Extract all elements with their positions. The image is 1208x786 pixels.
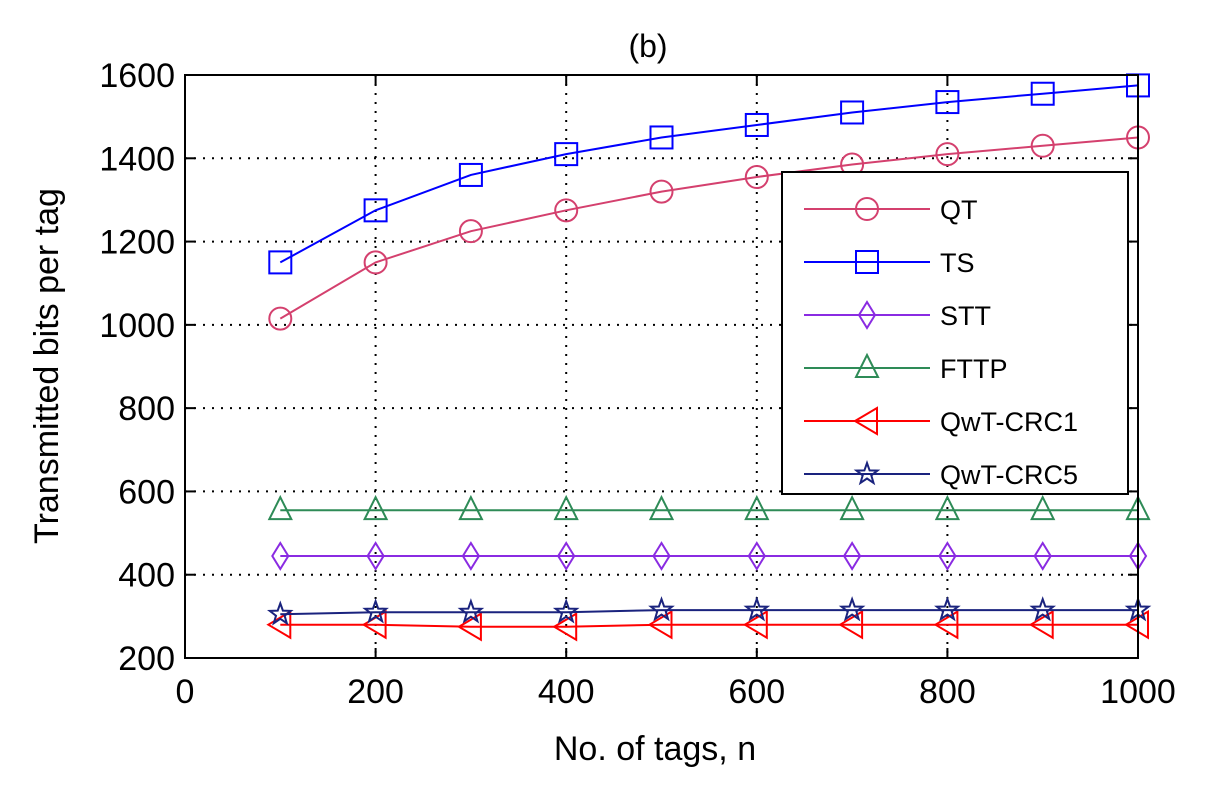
x-tick-label: 800	[919, 673, 976, 711]
plot-frame	[184, 74, 1139, 659]
data-point-qwt-crc5	[552, 598, 580, 624]
y-tick-label: 1000	[99, 307, 175, 345]
chart-title: (b)	[628, 28, 667, 64]
data-point-qwt-crc1	[647, 609, 673, 640]
data-point-stt	[652, 541, 671, 571]
data-point-fttp	[362, 494, 389, 521]
y-tick-label: 1200	[99, 224, 175, 262]
legend-label-ts: TS	[940, 248, 975, 278]
data-point-qwt-crc5	[362, 598, 389, 624]
data-point-ts	[554, 142, 579, 167]
data-point-qwt-crc5	[743, 596, 771, 622]
x-tick-label: 400	[538, 673, 595, 711]
x-axis-label: No. of tags, n	[554, 730, 756, 768]
legend-label-qt: QT	[940, 195, 978, 225]
data-point-stt	[557, 541, 576, 571]
data-point-qwt-crc1	[266, 609, 292, 640]
y-tick-label: 800	[118, 390, 175, 428]
series-qwt-crc5	[267, 596, 1152, 626]
series-qt	[268, 125, 1150, 331]
data-point-fttp	[1030, 494, 1056, 521]
data-point-ts	[458, 162, 483, 187]
series-fttp	[267, 494, 1151, 521]
y-axis-label: Transmitted bits per tag	[28, 188, 66, 544]
data-point-fttp	[839, 494, 865, 521]
data-point-ts	[935, 90, 960, 115]
data-point-fttp	[553, 494, 579, 521]
data-point-qt	[458, 219, 483, 244]
data-point-qt	[744, 165, 769, 190]
legend-marker-fttp	[854, 352, 880, 378]
data-point-qwt-crc1	[933, 609, 959, 640]
data-point-fttp	[458, 494, 484, 521]
data-point-qwt-crc1	[456, 612, 482, 642]
data-point-stt	[938, 541, 957, 571]
series-line-qt	[279, 136, 1139, 320]
data-point-fttp	[648, 494, 675, 521]
data-point-ts	[649, 125, 674, 150]
data-point-qwt-crc5	[457, 598, 485, 624]
legend-box	[781, 171, 1129, 495]
series-line-qwt-crc1	[280, 623, 1138, 628]
x-tick-label: 1000	[1100, 673, 1176, 711]
legend-marker-qt	[855, 197, 879, 221]
data-point-qwt-crc5	[934, 596, 961, 622]
x-tick-label: 0	[176, 673, 195, 711]
data-point-ts	[744, 112, 769, 137]
y-tick-label: 400	[118, 557, 175, 595]
series-line-ts	[279, 84, 1139, 264]
legend-label-qwt-crc1: QwT-CRC1	[940, 407, 1078, 437]
data-point-stt	[842, 541, 862, 571]
data-point-ts	[363, 198, 388, 223]
legend-label-fttp: FTTP	[940, 354, 1008, 384]
data-point-fttp	[934, 494, 961, 521]
legend-marker-ts	[855, 250, 879, 274]
y-tick-label: 600	[118, 473, 175, 511]
y-tick-label: 1400	[99, 140, 175, 178]
y-tick-label: 200	[118, 640, 175, 678]
data-point-qwt-crc5	[1029, 596, 1057, 622]
data-point-qt	[268, 306, 293, 331]
data-point-qwt-crc5	[648, 596, 675, 622]
legend: QT TS STT FTTP QwT-CRC1 QwT-CRC5	[781, 171, 1129, 495]
data-point-stt	[271, 541, 290, 571]
y-tick-label: 1600	[99, 57, 175, 95]
legend-marker-qwt-crc1	[853, 406, 878, 436]
x-tick-label: 600	[728, 673, 785, 711]
data-point-stt	[747, 541, 766, 571]
series-layer	[266, 73, 1152, 642]
data-point-ts	[268, 250, 293, 275]
data-point-qwt-crc5	[838, 596, 866, 622]
data-point-ts	[1030, 81, 1055, 106]
legend-label-qwt-crc5: QwT-CRC5	[940, 460, 1078, 490]
legend-marker-qwt-crc5	[853, 459, 881, 486]
data-point-fttp	[744, 494, 770, 521]
legend-marker-stt	[857, 300, 877, 330]
ticks: 0 200 400 600 800 100020040060080010001200140…	[99, 57, 1175, 711]
data-point-qt	[554, 198, 579, 223]
legend-label-stt: STT	[940, 301, 991, 331]
data-point-stt	[1033, 541, 1052, 571]
data-point-stt	[461, 541, 481, 571]
x-tick-label: 200	[347, 673, 404, 711]
data-point-qwt-crc1	[838, 609, 864, 640]
data-point-stt	[366, 541, 385, 571]
data-point-qt	[1030, 133, 1055, 158]
data-point-qwt-crc1	[1028, 609, 1054, 640]
data-point-ts	[840, 100, 865, 125]
data-point-qt	[363, 250, 388, 275]
series-line-qwt-crc5	[280, 609, 1138, 616]
series-ts	[268, 73, 1150, 275]
data-point-qwt-crc1	[552, 612, 578, 642]
data-point-fttp	[267, 494, 293, 521]
series-stt	[271, 541, 1148, 571]
data-point-qt	[935, 142, 960, 167]
data-point-qt	[649, 179, 674, 204]
data-point-qwt-crc1	[742, 609, 768, 640]
data-point-qwt-crc5	[267, 600, 294, 626]
series-qwt-crc1	[266, 609, 1149, 642]
